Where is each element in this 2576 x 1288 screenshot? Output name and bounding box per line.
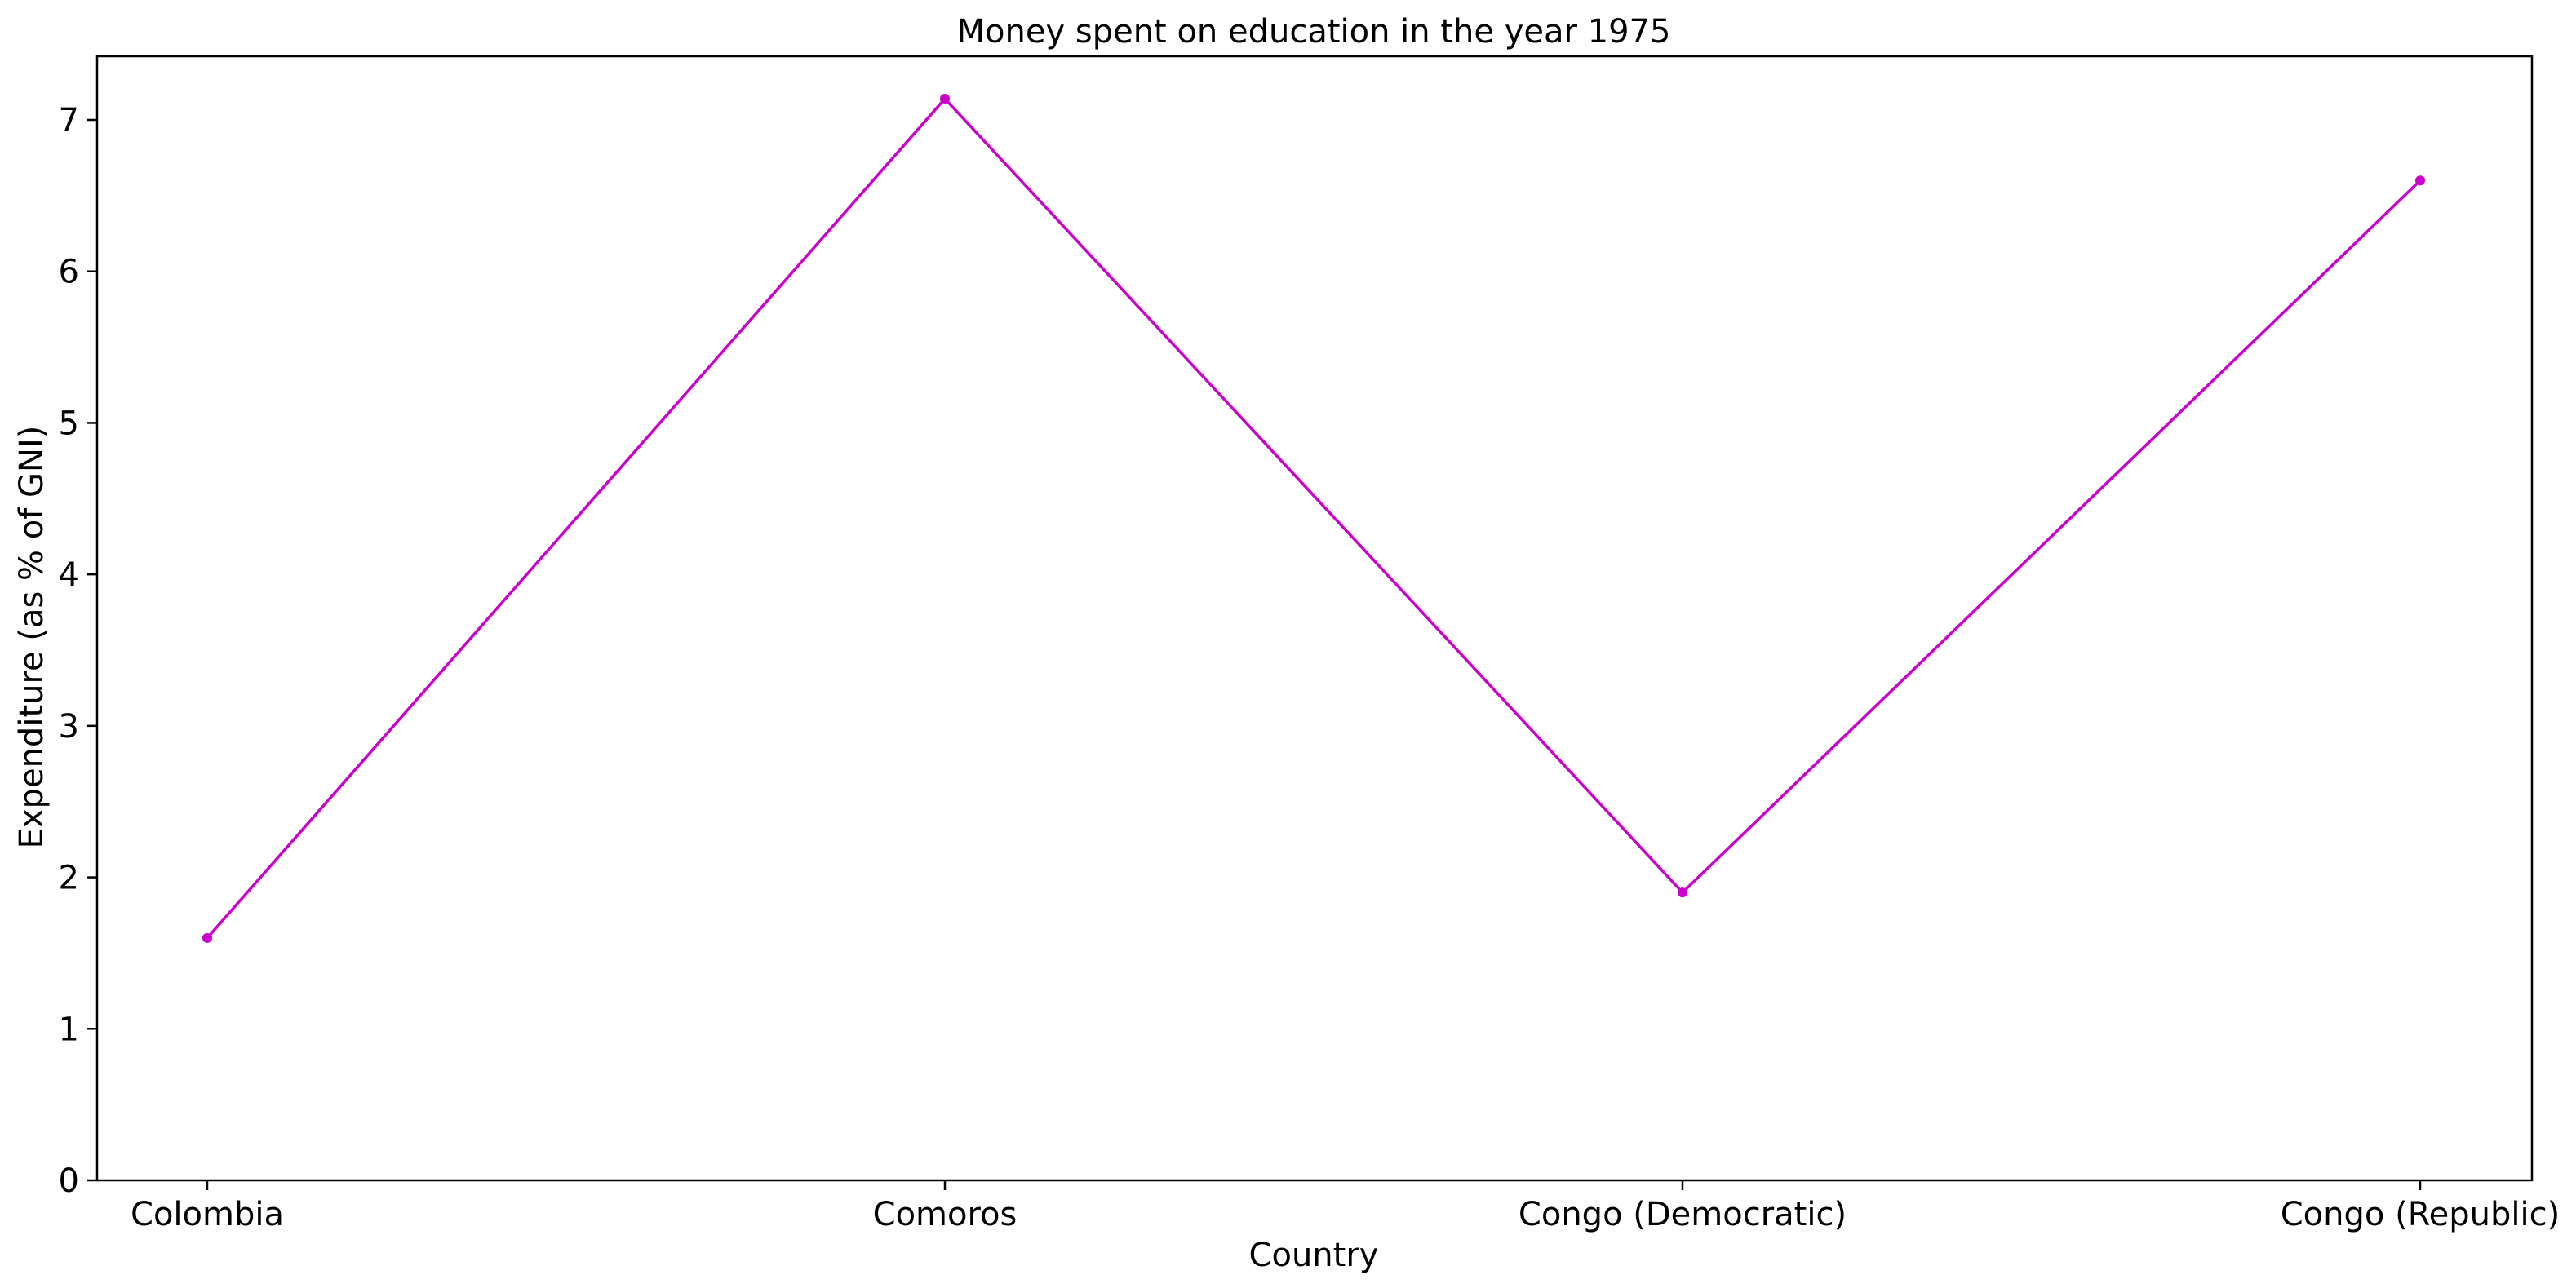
x-tick-label: Congo (Democratic) bbox=[1519, 1196, 1847, 1233]
x-tick-label: Congo (Republic) bbox=[2281, 1196, 2560, 1233]
data-point bbox=[1678, 887, 1687, 898]
y-tick-label: 3 bbox=[59, 708, 79, 746]
y-tick-label: 2 bbox=[59, 860, 79, 897]
x-tick-label: Colombia bbox=[131, 1196, 284, 1233]
data-point bbox=[940, 94, 950, 104]
series-line bbox=[206, 96, 2422, 940]
data-point bbox=[202, 932, 212, 943]
y-tick-label: 0 bbox=[59, 1162, 79, 1200]
y-axis-label: Expenditure (as % of GNI) bbox=[13, 426, 51, 849]
plot-area: 0 1 2 3 4 5 6 7 Colombia Comoros Congo (Democratic… bbox=[59, 55, 2560, 1233]
y-tick-label: 6 bbox=[59, 254, 79, 291]
y-tick-label: 5 bbox=[59, 405, 79, 442]
data-point bbox=[2415, 175, 2425, 186]
y-tick-label: 7 bbox=[59, 102, 79, 139]
x-axis-label: Country bbox=[1249, 1237, 1379, 1274]
chart-title: Money spent on education in the year 197… bbox=[957, 13, 1671, 51]
plot-frame bbox=[95, 55, 2534, 1182]
y-tick-label: 1 bbox=[59, 1011, 79, 1048]
y-tick-label: 4 bbox=[59, 556, 79, 594]
x-tick-label: Comoros bbox=[873, 1196, 1018, 1233]
